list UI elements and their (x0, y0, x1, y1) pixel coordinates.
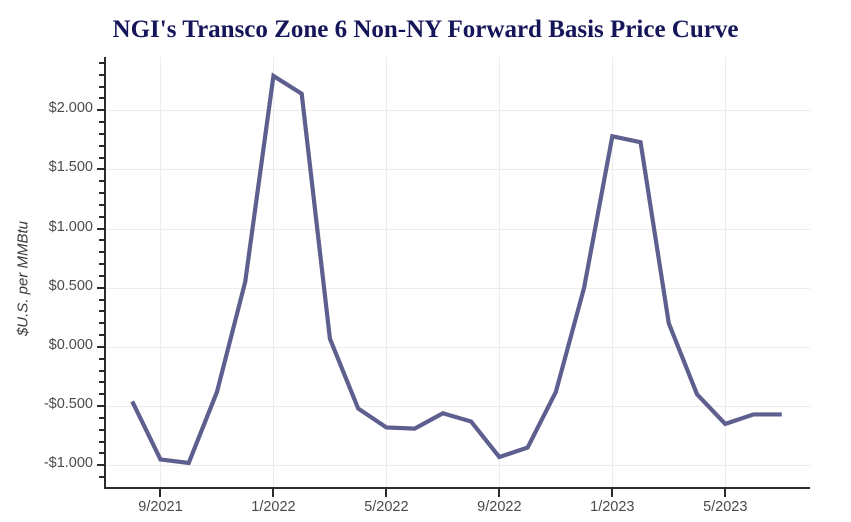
y-axis-minor-tick (99, 61, 104, 64)
y-axis-minor-tick (99, 251, 104, 254)
y-axis-tick (97, 345, 104, 348)
x-axis-tick-label: 5/2023 (703, 499, 748, 515)
x-axis-tick-label: 9/2022 (477, 499, 522, 515)
series-line (130, 72, 782, 466)
y-axis-minor-tick (99, 263, 104, 266)
gridline-horizontal (104, 287, 810, 289)
x-axis-tick-label: 1/2023 (590, 499, 635, 515)
page-title: NGI's Transco Zone 6 Non-NY Forward Basi… (112, 16, 739, 43)
y-axis-minor-tick (99, 97, 104, 100)
gridline-horizontal (104, 228, 810, 230)
x-axis-tick-label: 9/2021 (138, 499, 183, 515)
y-axis-minor-tick (99, 132, 104, 135)
gridline-vertical (386, 57, 388, 489)
x-axis-tick (385, 489, 388, 497)
x-axis-tick (272, 489, 275, 497)
gridline-horizontal (104, 465, 810, 467)
x-axis-tick (724, 489, 727, 497)
y-axis-minor-tick (99, 452, 104, 455)
gridline-horizontal (104, 110, 810, 112)
y-axis-minor-tick (99, 334, 104, 337)
y-axis-tick-label: $0.500 (48, 277, 93, 294)
y-axis-minor-tick (99, 144, 104, 147)
y-axis-minor-tick (99, 476, 104, 479)
plot-frame (104, 57, 810, 489)
y-axis-minor-tick (99, 393, 104, 396)
y-axis-minor-tick (99, 192, 104, 195)
y-axis-minor-tick (99, 73, 104, 76)
y-axis-tick-label: $0.000 (48, 336, 93, 353)
y-axis-tick-label: $1.500 (48, 159, 93, 176)
y-axis-minor-tick (99, 310, 104, 313)
gridline-vertical (273, 57, 275, 489)
y-axis-minor-tick (99, 357, 104, 360)
x-axis-tick-label: 5/2022 (364, 499, 409, 515)
y-axis-tick (97, 286, 104, 289)
y-axis-minor-tick (99, 203, 104, 206)
y-axis-minor-tick (99, 381, 104, 384)
x-axis-tick (498, 489, 501, 497)
y-axis-minor-tick (99, 416, 104, 419)
x-axis-tick (159, 489, 162, 497)
y-axis-minor-tick (99, 85, 104, 88)
gridline-horizontal (104, 406, 810, 408)
gridline-horizontal (104, 346, 810, 348)
y-axis-minor-tick (99, 440, 104, 443)
y-axis-tick (97, 464, 104, 467)
y-axis-tick (97, 405, 104, 408)
y-axis-minor-tick (99, 369, 104, 372)
y-axis-minor-tick (99, 121, 104, 124)
gridline-vertical (160, 57, 162, 489)
gridline-horizontal (104, 169, 810, 171)
y-axis-tick (97, 109, 104, 112)
y-axis-minor-tick (99, 180, 104, 183)
y-axis-minor-tick (99, 215, 104, 218)
y-axis-minor-tick (99, 298, 104, 301)
plot-area: $2.000 $1.500 $1.000 $0.500 $0.000 -$0.500 -$1… (44, 57, 810, 515)
gridline-vertical (725, 57, 727, 489)
y-axis-tick-label: $1.000 (48, 218, 93, 235)
y-axis-minor-tick (99, 239, 104, 242)
y-axis-minor-tick (99, 156, 104, 159)
y-axis-minor-tick (99, 322, 104, 325)
x-axis-tick (611, 489, 614, 497)
y-axis-tick-label: $2.000 (48, 100, 93, 117)
x-axis-tick-label: 1/2022 (251, 499, 296, 515)
y-axis-tick-label: -$1.000 (43, 455, 93, 472)
y-axis-tick (97, 168, 104, 171)
y-axis-tick (97, 227, 104, 230)
y-axis-minor-tick (99, 428, 104, 431)
y-axis-tick-label: -$0.500 (43, 396, 93, 413)
gridline-vertical (612, 57, 614, 489)
gridline-vertical (499, 57, 501, 489)
y-axis-minor-tick (99, 274, 104, 277)
